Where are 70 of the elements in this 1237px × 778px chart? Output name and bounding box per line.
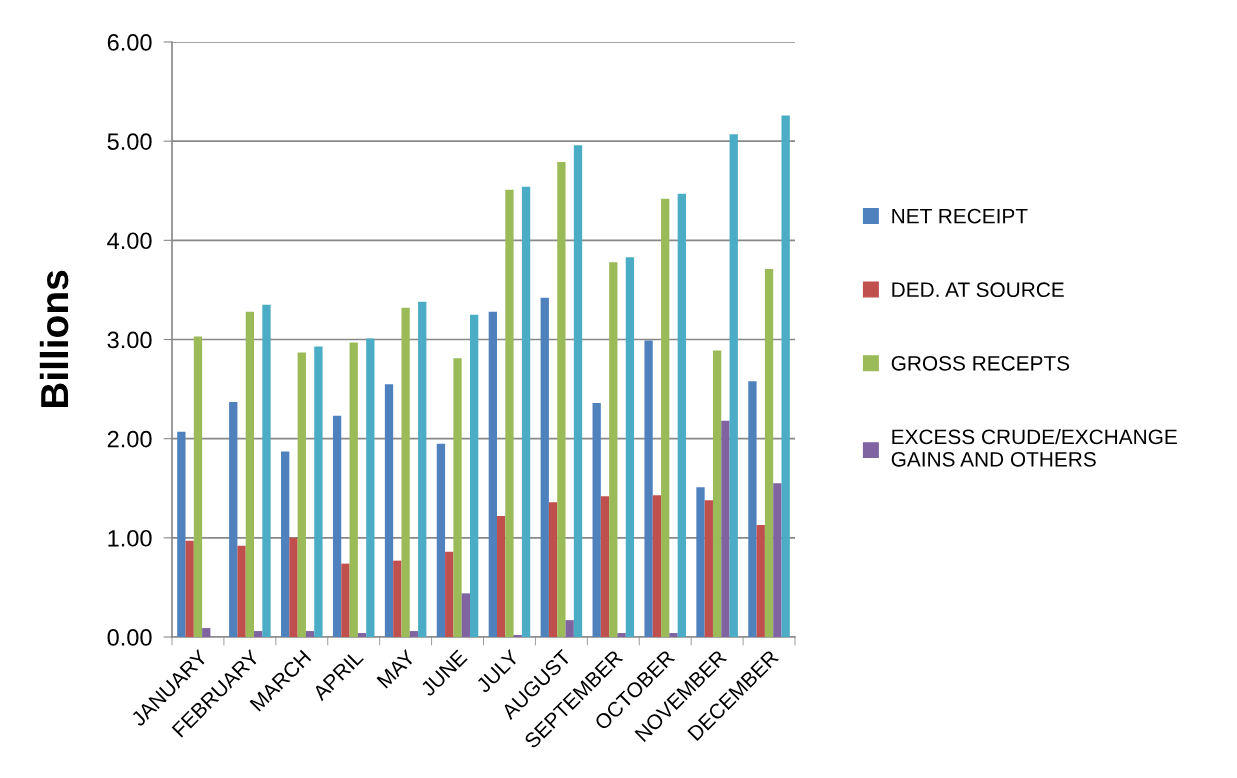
bar [453,358,462,637]
legend-label: GROSS RECEPTS [891,355,1070,371]
bar [756,524,765,637]
bar [289,537,298,637]
bar [557,161,566,637]
bar [764,269,774,637]
legend-label: NET RECEIPT [892,208,1028,224]
y-tick-label: 5.00 [107,133,152,150]
bar [245,311,255,637]
bar [729,134,738,637]
bar [193,336,203,637]
bar [357,633,367,637]
bar [229,401,238,637]
bar [669,633,678,637]
bar [349,342,358,637]
bar [712,350,722,637]
bar [600,496,610,637]
bar [418,301,427,637]
bar [409,631,419,637]
y-tick-label: 1.00 [108,529,152,547]
bar [341,563,350,637]
bar [652,495,662,637]
y-tick-label: 2.00 [107,430,152,448]
bar [177,431,186,637]
bar [202,628,211,637]
legend-label: DED. AT SOURCE [892,282,1064,298]
bar [461,593,470,637]
bar [696,487,705,637]
bar [254,631,263,637]
bar [366,338,375,637]
bar [592,402,601,637]
bar [384,384,394,637]
bar [505,189,514,637]
bar [721,420,730,637]
bar [497,516,506,637]
bar [488,311,497,637]
bar [573,145,583,637]
bar [401,307,410,637]
bar [521,186,531,637]
bar [185,540,194,637]
y-tick-label: 0.00 [107,629,152,646]
bar [281,451,290,637]
bar [704,500,713,637]
bar [314,346,323,637]
bar [548,502,558,637]
bar [540,297,549,637]
y-tick-label: 6.00 [107,34,152,51]
bar [262,304,271,637]
bar [781,115,790,637]
bar [661,198,670,637]
bar [332,415,342,637]
y-tick-label: 3.00 [107,331,152,349]
legend-label: EXCESS CRUDE/EXCHANGE GAINS AND OTHERS [891,428,1177,467]
bar [393,560,402,637]
bar [470,314,479,637]
bar [609,262,618,637]
bar [297,352,306,637]
bar [436,443,446,637]
y-tick-label: 4.00 [107,232,152,250]
bar [617,633,626,637]
bar [625,257,635,637]
bar [305,631,315,637]
bar [773,483,782,637]
y-axis-title: Billions [39,270,69,408]
bar [644,340,653,637]
bar [677,193,686,637]
bar [748,381,757,637]
bar [565,620,574,637]
bar [237,545,246,637]
bar [445,551,454,637]
